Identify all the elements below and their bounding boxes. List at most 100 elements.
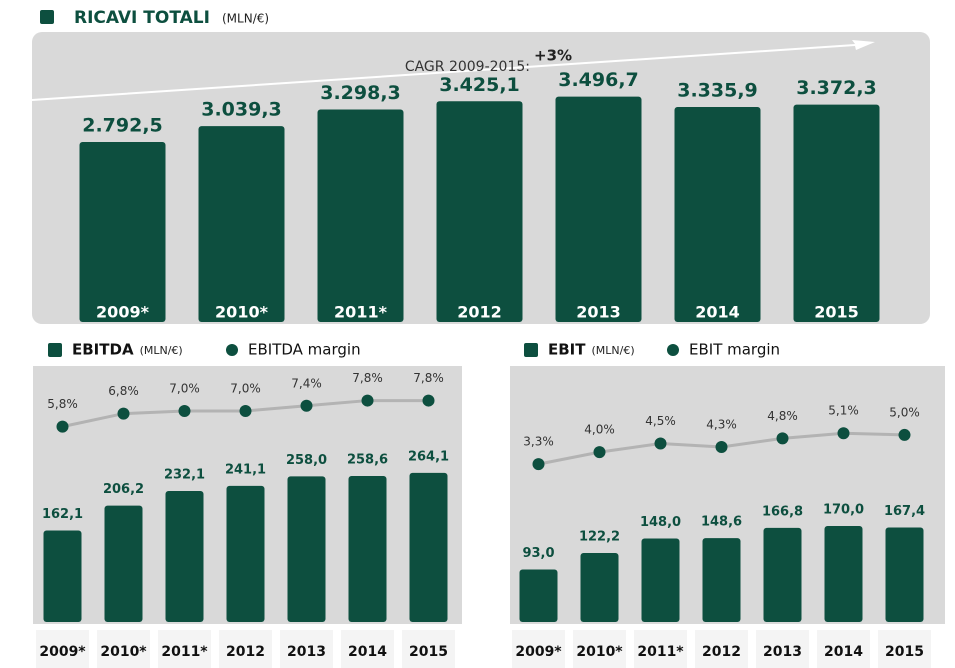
legend-dot: [226, 344, 238, 356]
value-label: 3.335,9: [677, 80, 758, 102]
value-label: 7,0%: [230, 381, 261, 395]
margin-dot: [361, 394, 374, 407]
value-label: 148,0: [640, 515, 681, 530]
category-cell: [878, 630, 931, 668]
value-label: 3,3%: [523, 435, 554, 449]
value-label: 122,2: [579, 530, 620, 545]
value-label: 2.792,5: [82, 115, 163, 137]
x-tick-label: 2012: [457, 303, 502, 322]
legend-square: [48, 343, 62, 357]
bar: [165, 490, 204, 622]
bar: [348, 476, 387, 622]
value-label: 241,1: [225, 462, 266, 477]
value-label: 3.372,3: [796, 77, 877, 99]
category-cell: [512, 630, 565, 668]
value-label: 7,8%: [352, 371, 383, 385]
bar: [702, 538, 741, 622]
margin-dot: [715, 440, 728, 453]
value-label: 162,1: [42, 507, 83, 522]
unit: (MLN/€): [592, 344, 635, 357]
margin-dot: [837, 427, 850, 440]
bar: [409, 472, 448, 622]
value-label: 5,8%: [47, 397, 78, 411]
bar: [226, 485, 265, 622]
margin-dot: [178, 404, 191, 417]
x-tick-label: 2014: [695, 303, 740, 322]
bar: [824, 526, 863, 622]
bar: [287, 476, 326, 622]
value-label: 3.496,7: [558, 69, 639, 91]
bar: [885, 527, 924, 622]
category-cell: [695, 630, 748, 668]
x-tick-label: 2010*: [215, 303, 269, 322]
x-tick-label: 2011*: [637, 644, 684, 660]
margin-dot: [593, 446, 606, 459]
category-cell: [36, 630, 89, 668]
x-tick-label: 2011*: [334, 303, 388, 322]
category-cell: [97, 630, 150, 668]
x-tick-label: 2012: [226, 644, 265, 660]
x-tick-label: 2014: [348, 644, 387, 660]
value-label: 6,8%: [108, 384, 139, 398]
margin-dot: [239, 404, 252, 417]
value-label: 3.298,3: [320, 82, 401, 104]
unit: (MLN/€): [222, 12, 269, 26]
value-label: 232,1: [164, 467, 205, 482]
x-tick-label: 2009*: [515, 644, 562, 660]
value-label: 4,0%: [584, 423, 615, 437]
category-cell: [280, 630, 333, 668]
bar: [198, 126, 285, 322]
value-label: 4,3%: [706, 417, 737, 431]
category-cell: [756, 630, 809, 668]
legend-label: EBITDA: [72, 341, 134, 359]
margin-dot: [56, 420, 69, 433]
margin-dot: [422, 394, 435, 407]
value-label: 166,8: [762, 504, 803, 519]
value-label: 258,0: [286, 453, 327, 468]
x-tick-label: 2013: [287, 644, 326, 660]
bar: [763, 527, 802, 622]
bar: [104, 505, 143, 622]
margin-dot: [776, 432, 789, 445]
unit: (MLN/€): [140, 344, 183, 357]
legend-square: [524, 343, 538, 357]
value-label: 5,0%: [889, 405, 920, 419]
annotation-value: +3%: [534, 47, 572, 65]
bar: [519, 569, 558, 622]
annotation: CAGR 2009-2015:: [405, 59, 530, 75]
margin-dot: [532, 458, 545, 471]
bar: [317, 109, 404, 322]
bar: [555, 96, 642, 323]
margin-dot: [898, 428, 911, 441]
bar: [674, 107, 761, 322]
category-cell: [402, 630, 455, 668]
category-cell: [158, 630, 211, 668]
value-label: 148,6: [701, 515, 742, 530]
value-label: 167,4: [884, 504, 925, 519]
x-tick-label: 2010*: [100, 644, 147, 660]
x-tick-label: 2015: [814, 303, 859, 322]
x-tick-label: 2013: [576, 303, 621, 322]
bar: [793, 104, 880, 322]
category-cell: [817, 630, 870, 668]
value-label: 7,0%: [169, 381, 200, 395]
x-tick-label: 2009*: [96, 303, 150, 322]
value-label: 93,0: [522, 546, 554, 561]
category-cell: [341, 630, 394, 668]
bar: [79, 142, 166, 322]
value-label: 5,1%: [828, 404, 859, 418]
value-label: 7,4%: [291, 376, 322, 390]
legend-label: EBIT margin: [689, 341, 780, 359]
x-tick-label: 2009*: [39, 644, 86, 660]
value-label: 3.425,1: [439, 74, 520, 96]
category-cell: [573, 630, 626, 668]
bar: [436, 101, 523, 322]
legend-dot: [667, 344, 679, 356]
value-label: 170,0: [823, 503, 864, 518]
value-label: 258,6: [347, 453, 388, 468]
category-cell: [634, 630, 687, 668]
value-label: 3.039,3: [201, 99, 282, 121]
value-label: 4,5%: [645, 414, 676, 428]
x-tick-label: 2010*: [576, 644, 623, 660]
